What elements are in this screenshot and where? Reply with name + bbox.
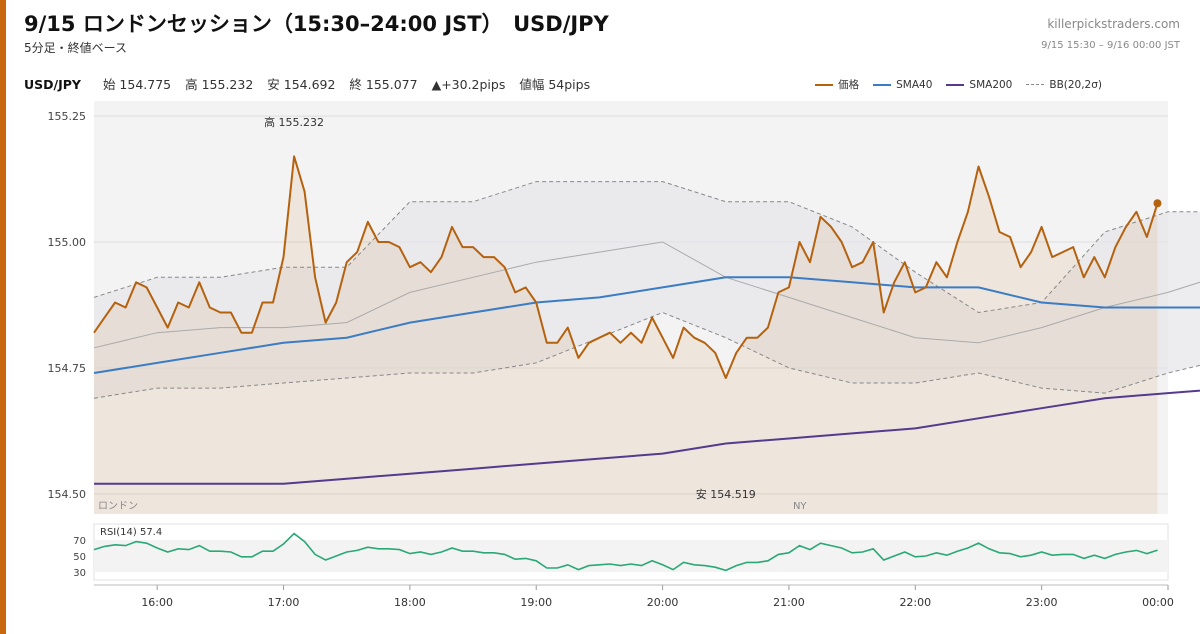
x-tick-label: 23:00 <box>1026 596 1058 609</box>
session-label-london: ロンドン <box>98 501 138 512</box>
legend-label-price: 価格 <box>838 79 860 91</box>
last-price-dot <box>1153 199 1162 208</box>
legend-label-sma200: SMA200 <box>969 78 1013 91</box>
symbol-label: USD/JPY <box>24 77 81 92</box>
x-tick-label: 16:00 <box>141 596 173 609</box>
bb-lower-line <box>93 311 1200 399</box>
y-tick-label: 154.50 <box>48 488 87 501</box>
open-value: 始 154.775 <box>102 77 172 92</box>
rsi-band <box>94 540 1168 572</box>
x-tick-label: 21:00 <box>773 596 805 609</box>
legend-swatch-price <box>815 83 834 86</box>
bb-mid-line <box>93 241 1200 349</box>
low-value: 安 154.692 <box>267 77 336 92</box>
bb-upper-line <box>93 181 1200 314</box>
legend-label-sma40: SMA40 <box>896 78 933 91</box>
page-subtitle: 5分足・終値ベース <box>24 41 128 55</box>
change-value: ▲+30.2pips <box>431 77 506 92</box>
low-annotation: 安 154.519 <box>696 487 756 501</box>
rsi-tick-label: 50 <box>73 552 86 563</box>
price-line <box>93 155 1159 379</box>
y-tick-label: 155.25 <box>48 110 87 123</box>
rsi-line <box>93 532 1158 572</box>
x-tick-label: 17:00 <box>268 596 300 609</box>
legend-swatch-bb <box>1026 84 1045 85</box>
x-tick-label: 18:00 <box>394 596 426 609</box>
legend-label-bb: BB(20,2σ) <box>1049 78 1102 91</box>
y-tick-label: 154.75 <box>48 362 87 375</box>
range-value: 値幅 54pips <box>519 77 591 92</box>
high-value: 高 155.232 <box>185 77 254 92</box>
chart-legend: 価格 SMA40 SMA200 BB(20,2σ) <box>801 77 1102 92</box>
brand-link[interactable]: killerpickstraders.com <box>1047 17 1180 31</box>
legend-item-sma40[interactable]: SMA40 <box>873 79 932 91</box>
accent-bar <box>0 0 6 634</box>
sma200-line <box>94 389 1200 485</box>
legend-item-sma200[interactable]: SMA200 <box>946 79 1012 91</box>
legend-swatch-sma200 <box>946 83 965 86</box>
x-tick-label: 00:00 <box>1142 596 1174 609</box>
session-label-ny: NY <box>793 501 807 512</box>
sma40-line <box>93 276 1200 374</box>
legend-item-bb[interactable]: BB(20,2σ) <box>1026 79 1102 91</box>
rsi-tick-label: 70 <box>73 536 86 547</box>
page-title: 9/15 ロンドンセッション（15:30–24:00 JST） USD/JPY <box>24 12 609 36</box>
x-tick-label: 20:00 <box>647 596 679 609</box>
x-tick-label: 22:00 <box>899 596 931 609</box>
high-annotation: 高 155.232 <box>264 115 324 129</box>
rsi-tick-label: 30 <box>73 568 86 579</box>
close-value: 終 155.077 <box>349 77 418 92</box>
y-tick-label: 155.00 <box>48 236 87 249</box>
ohlc-bar: USD/JPY 始 154.775 高 155.232 安 154.692 終 … <box>24 74 600 93</box>
rsi-label: RSI(14) 57.4 <box>100 527 162 538</box>
legend-swatch-sma40 <box>873 83 892 86</box>
x-tick-label: 19:00 <box>520 596 552 609</box>
legend-item-price[interactable]: 価格 <box>815 77 859 92</box>
time-range: 9/15 15:30 – 9/16 00:00 JST <box>1041 40 1180 51</box>
